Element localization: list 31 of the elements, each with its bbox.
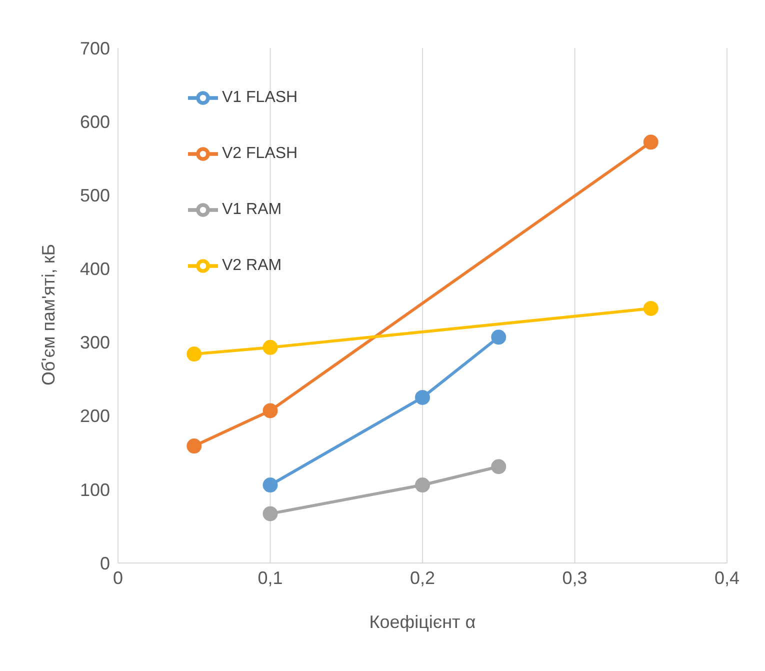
x-tick-label: 0: [112, 568, 124, 588]
y-tick-label: 100: [80, 480, 110, 500]
legend-label: V1 RAM: [222, 201, 282, 218]
point: [262, 506, 278, 522]
point: [186, 438, 202, 454]
x-tick-label: 0,2: [410, 568, 436, 588]
y-tick-label: 0: [100, 553, 110, 574]
y-tick-label: 200: [80, 406, 110, 426]
point: [262, 340, 278, 355]
x-tick-label: 0,4: [714, 568, 740, 588]
legend-label: V2 FLASH: [222, 145, 298, 162]
legend-label: V1 FLASH: [222, 89, 298, 106]
x-axis-title: Коефіцієнт α: [369, 612, 476, 632]
y-tick-label: 400: [80, 259, 110, 280]
point: [186, 346, 202, 362]
point: [491, 330, 506, 345]
x-tick-label: 0,3: [562, 568, 588, 588]
x-tick-label: 0,1: [258, 568, 283, 588]
point: [491, 459, 506, 474]
point: [415, 478, 430, 493]
legend-label: V2 RAM: [222, 257, 282, 274]
y-tick-label: 500: [80, 186, 110, 206]
point: [643, 134, 658, 150]
point: [415, 390, 430, 405]
y-tick-label: 700: [80, 38, 110, 58]
y-tick-label: 600: [80, 112, 110, 132]
point: [643, 300, 658, 316]
point: [262, 478, 278, 493]
y-axis-title: Об'єм пам'яті, кБ: [38, 244, 58, 386]
point: [262, 403, 278, 418]
y-tick-label: 300: [80, 332, 110, 353]
